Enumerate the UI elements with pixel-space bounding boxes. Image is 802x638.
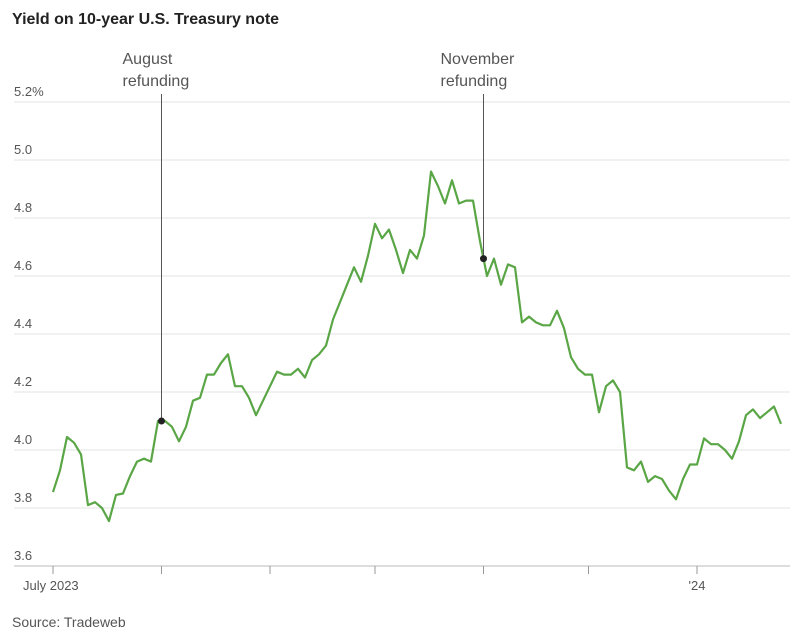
annotation-text: refunding	[123, 73, 190, 90]
x-tick-label: '24	[689, 578, 706, 593]
annotation-dot	[158, 417, 165, 425]
y-tick-label: 4.6	[14, 258, 32, 273]
y-tick-label: 4.0	[14, 432, 32, 447]
y-tick-label: 3.8	[14, 490, 32, 505]
annotation-text: refunding	[441, 73, 508, 90]
line-series	[51, 170, 783, 523]
y-tick-label: 4.8	[14, 200, 32, 215]
annotation-text: November	[441, 51, 515, 68]
y-tick-label: 4.4	[14, 316, 32, 331]
source: Source: Tradeweb	[12, 614, 126, 630]
y-tick-label: 5.2%	[14, 84, 44, 99]
annotation-dot	[480, 255, 487, 263]
chart-title: Yield on 10-year U.S. Treasury note	[12, 11, 279, 28]
x-tick-label: July 2023	[23, 578, 79, 593]
annotation-text: August	[123, 51, 173, 68]
y-tick-label: 4.2	[14, 374, 32, 389]
y-tick-label: 3.6	[14, 548, 32, 563]
y-tick-label: 5.0	[14, 142, 32, 157]
